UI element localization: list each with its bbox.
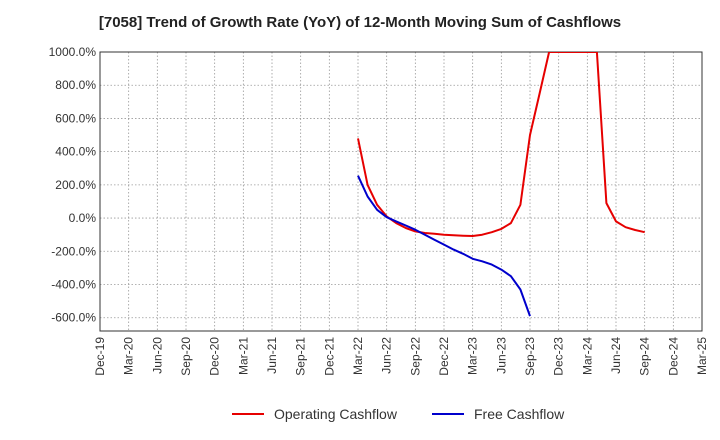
- x-tick-label: Dec-22: [437, 337, 451, 376]
- x-tick-label: Mar-20: [122, 337, 136, 375]
- x-tick-label: Jun-20: [150, 337, 164, 374]
- x-tick-label: Mar-25: [695, 337, 709, 375]
- x-tick-label: Sep-20: [179, 337, 193, 376]
- plot-area: [100, 52, 702, 331]
- chart-title: [7058] Trend of Growth Rate (YoY) of 12-…: [98, 14, 622, 31]
- y-tick-label: -600.0%: [51, 311, 96, 325]
- x-tick-label: Sep-22: [408, 337, 422, 376]
- y-tick-label: 800.0%: [55, 78, 96, 92]
- y-tick-label: 600.0%: [55, 111, 96, 125]
- x-tick-label: Mar-24: [580, 337, 594, 375]
- x-tick-label: Jun-21: [265, 337, 279, 374]
- x-tick-label: Jun-22: [380, 337, 394, 374]
- x-tick-label: Dec-24: [666, 337, 680, 376]
- x-tick-label: Sep-23: [523, 337, 537, 376]
- legend-label-operating-cashflow: Operating Cashflow: [274, 406, 398, 422]
- y-tick-label: 400.0%: [55, 145, 96, 159]
- y-tick-label: 0.0%: [69, 211, 97, 225]
- series-line-free-cashflow: [357, 175, 531, 317]
- x-tick-label: Dec-21: [322, 337, 336, 376]
- x-tick-label: Dec-19: [93, 337, 107, 376]
- y-tick-label: 200.0%: [55, 178, 96, 192]
- x-tick-label: Dec-20: [208, 337, 222, 376]
- x-tick-label: Mar-22: [351, 337, 365, 375]
- x-tick-label: Dec-23: [552, 337, 566, 376]
- x-tick-label: Sep-24: [638, 337, 652, 376]
- x-tick-label: Jun-23: [494, 337, 508, 374]
- y-tick-label: 1000.0%: [49, 45, 97, 59]
- y-tick-label: -400.0%: [51, 278, 96, 292]
- y-tick-label: -200.0%: [51, 244, 96, 258]
- legend-label-free-cashflow: Free Cashflow: [474, 406, 565, 422]
- x-tick-label: Mar-21: [236, 337, 250, 375]
- x-tick-label: Mar-23: [466, 337, 480, 375]
- x-tick-label: Jun-24: [609, 337, 623, 374]
- plot-frame: [99, 51, 703, 332]
- series-line-operating-cashflow: [357, 52, 645, 237]
- x-tick-label: Sep-21: [294, 337, 308, 376]
